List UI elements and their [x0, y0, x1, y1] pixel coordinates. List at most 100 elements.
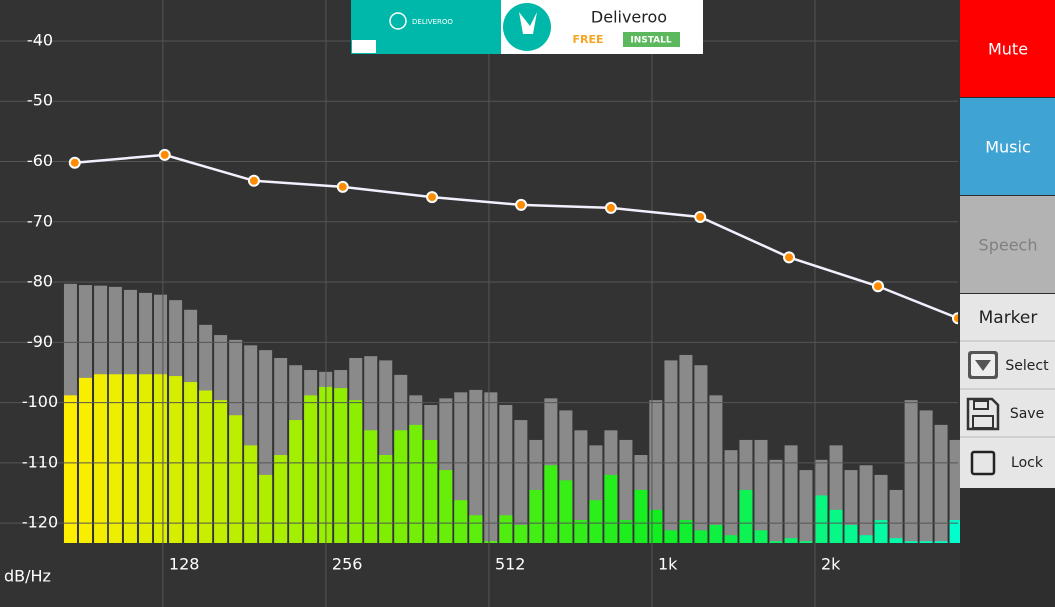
eq-point[interactable]	[247, 174, 260, 187]
eq-point[interactable]	[158, 148, 171, 161]
level-bar	[619, 520, 633, 543]
y-tick-label: -50	[27, 91, 53, 110]
level-bar	[244, 445, 258, 543]
ad-logo-icon	[389, 12, 407, 30]
eq-point[interactable]	[426, 191, 439, 204]
lock-label: Lock	[1011, 455, 1044, 471]
level-bar	[379, 455, 393, 543]
ad-banner[interactable]: DELIVEROO Deliveroo FREE INSTALL	[351, 0, 703, 54]
save-label: Save	[1010, 406, 1044, 422]
level-bar	[544, 465, 558, 543]
peak-bar	[754, 439, 768, 543]
level-bar	[694, 530, 708, 543]
save-icon-part	[973, 400, 989, 410]
eq-curve	[68, 148, 963, 325]
level-bar	[484, 541, 498, 543]
level-bar	[123, 374, 137, 543]
x-tick-label: 256	[332, 555, 363, 574]
level-bar	[274, 455, 288, 543]
level-bar	[799, 541, 813, 543]
select-label: Select	[1005, 358, 1049, 374]
level-bar	[334, 388, 348, 543]
ad-icon-art	[519, 12, 537, 34]
mode-button-bg	[960, 98, 1055, 195]
y-tick-label: -80	[27, 272, 53, 291]
y-tick-label: -60	[27, 151, 53, 170]
peak-bar	[889, 489, 903, 543]
level-bar	[169, 376, 183, 543]
level-bar	[139, 374, 153, 543]
marker-panel	[960, 294, 1055, 488]
level-bar	[664, 530, 678, 543]
level-bar	[108, 374, 122, 543]
eq-point[interactable]	[604, 201, 617, 214]
peak-bar	[709, 395, 723, 543]
eq-point[interactable]	[871, 280, 884, 293]
save-icon-part	[972, 415, 994, 429]
mode-button[interactable]: Mute	[960, 0, 1055, 97]
peak-bar	[904, 400, 918, 543]
mode-button-bg	[960, 196, 1055, 293]
eq-point[interactable]	[515, 198, 528, 211]
y-tick-label: -100	[22, 392, 58, 411]
peak-bar	[619, 439, 633, 543]
level-bar	[634, 489, 648, 543]
eq-point[interactable]	[694, 210, 707, 223]
lock-button[interactable]: Lock	[970, 450, 1044, 476]
peak-bar	[679, 354, 693, 543]
peak-bar	[799, 470, 813, 543]
level-bar	[604, 474, 618, 543]
level-bar	[454, 500, 468, 543]
peak-bar	[844, 470, 858, 543]
peak-bar	[919, 410, 933, 543]
eq-point[interactable]	[68, 156, 81, 169]
level-bar	[859, 535, 873, 543]
peak-bar	[949, 439, 963, 543]
eq-point[interactable]	[952, 312, 963, 325]
save-button[interactable]: Save	[966, 397, 1044, 431]
level-bar	[514, 524, 528, 543]
mode-button[interactable]: Music	[960, 98, 1055, 195]
ad-price: FREE	[572, 33, 603, 46]
level-bar	[679, 520, 693, 543]
lock-checkbox	[970, 450, 996, 476]
level-bar	[724, 535, 738, 543]
level-bar	[754, 530, 768, 543]
level-bar	[289, 420, 303, 543]
level-bar	[874, 520, 888, 543]
level-bar	[829, 509, 843, 543]
mode-button[interactable]: Speech	[960, 196, 1055, 293]
y-tick-label: -120	[22, 513, 58, 532]
axis-label: dB/Hz	[4, 567, 51, 586]
x-tick-label: 512	[495, 555, 526, 574]
level-bar	[229, 415, 243, 543]
level-bar	[739, 489, 753, 543]
level-bar	[769, 541, 783, 543]
level-bar	[439, 470, 453, 543]
level-bar	[199, 390, 213, 543]
peak-bar	[724, 450, 738, 543]
level-bar	[589, 500, 603, 543]
y-tick-label: -90	[27, 332, 53, 351]
marker-title: Marker	[979, 308, 1038, 328]
peak-bar	[859, 465, 873, 543]
level-bar	[214, 400, 228, 543]
mode-button-label: Speech	[979, 236, 1038, 255]
y-tick-label: -70	[27, 211, 53, 230]
level-bar	[949, 520, 963, 543]
ad-choices[interactable]	[352, 40, 376, 53]
control-panel: Marker Select Save Lock Mute Music Speech	[960, 0, 1055, 607]
ad-install-button[interactable]	[623, 32, 680, 47]
ad-install-label: INSTALL	[630, 36, 672, 46]
eq-point[interactable]	[783, 251, 796, 264]
level-bar	[574, 520, 588, 543]
level-bar	[364, 430, 378, 543]
select-button[interactable]: Select	[968, 351, 1049, 379]
peak-bar	[514, 420, 528, 543]
level-bar	[154, 374, 168, 543]
peak-bar	[649, 400, 663, 543]
eq-point[interactable]	[336, 180, 349, 193]
ad-title: Deliveroo	[591, 8, 667, 27]
level-bar	[394, 430, 408, 543]
